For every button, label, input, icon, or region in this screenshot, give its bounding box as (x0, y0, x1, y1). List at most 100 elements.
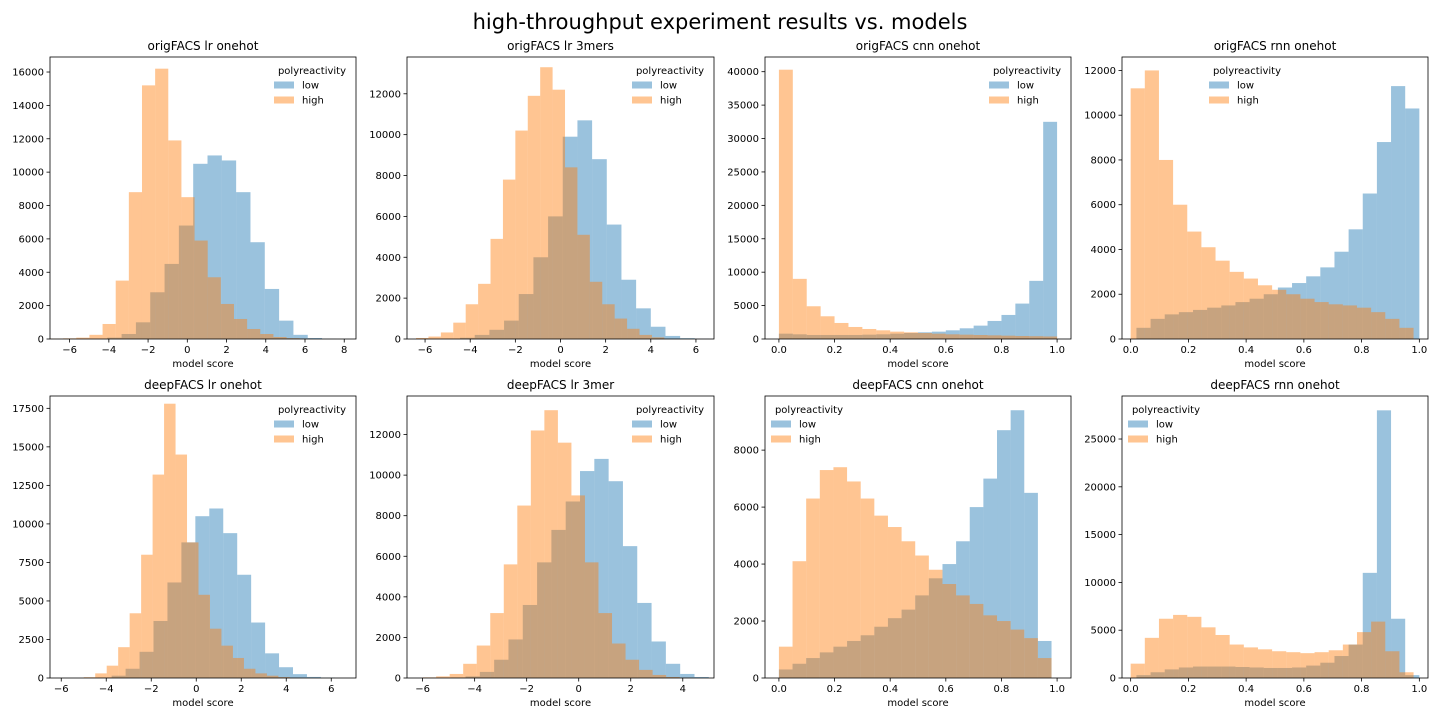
histogram-bar (153, 620, 168, 678)
legend: polyreactivity low high (274, 66, 346, 107)
histogram-bar (1243, 278, 1258, 339)
histogram-bar (1249, 667, 1264, 678)
histogram-bar (465, 676, 480, 678)
histogram-bar (983, 615, 998, 678)
legend-title: polyreactivity (278, 66, 346, 77)
legend-swatch-low (771, 420, 791, 428)
chart-title: origFACS rnn onehot (1214, 39, 1337, 53)
y-tick-label: 15000 (1084, 530, 1116, 541)
y-tick-label: 6000 (1091, 200, 1116, 211)
legend-label-high: high (660, 435, 682, 446)
x-tick-label: 0.0 (1123, 684, 1139, 695)
histogram-bar (76, 337, 90, 339)
histogram-bar (233, 318, 248, 339)
y-tick-label: 12500 (12, 481, 44, 492)
x-tick-label: 0 (576, 684, 582, 695)
histogram-bar (428, 336, 441, 339)
histogram-bar (819, 470, 834, 678)
x-tick-label: 1.0 (1411, 345, 1427, 356)
y-tick-label: 6000 (376, 212, 401, 223)
x-axis-label: model score (887, 359, 948, 370)
x-tick-label: 0.2 (827, 345, 843, 356)
histogram-bar (819, 652, 834, 678)
histogram-bar (833, 646, 848, 678)
x-tick-label: 4 (263, 345, 269, 356)
histogram-bar (1150, 318, 1165, 339)
histogram-bar (503, 564, 518, 678)
chart-title: origFACS cnn onehot (856, 39, 981, 53)
y-tick-label: 7500 (19, 558, 44, 569)
x-tick-label: 0.8 (994, 684, 1010, 695)
histogram-bar (580, 471, 595, 678)
histogram-bar (474, 334, 490, 339)
x-tick-label: 4 (283, 684, 289, 695)
x-tick-label: 0.2 (1180, 684, 1196, 695)
legend-swatch-high (274, 435, 294, 443)
series-low (445, 120, 710, 339)
y-tick-label: 4000 (376, 253, 401, 264)
histogram-bar (453, 322, 466, 339)
histogram-bar (251, 622, 266, 678)
legend-swatch-low (1128, 420, 1148, 428)
y-tick-label: 8000 (1091, 155, 1116, 166)
legend-swatch-low (274, 81, 294, 89)
histogram-bar (1215, 260, 1230, 339)
y-tick-label: 25000 (1084, 435, 1116, 446)
histogram-bar (651, 337, 665, 339)
x-tick-label: 0.6 (938, 684, 954, 695)
histogram-bar (622, 546, 638, 678)
y-tick-label: 10000 (369, 130, 401, 141)
histogram-bar (139, 651, 154, 678)
histogram-bar (1292, 667, 1307, 678)
chart-bars (50, 68, 337, 339)
series-high (778, 467, 1052, 678)
histogram-bar (221, 160, 237, 339)
y-tick-label: 8000 (376, 511, 401, 522)
histogram-bar (915, 555, 929, 678)
histogram-bar (571, 495, 585, 678)
histogram-bar (1277, 667, 1293, 678)
y-tick-label: 5000 (19, 596, 44, 607)
histogram-bar (232, 657, 244, 678)
series-low (107, 155, 337, 339)
histogram-bar (1272, 651, 1287, 678)
chart-panel-8: deepFACS rnn onehot 0.0 0.2 0.4 0.6 0.8 1.0 0 50… (1084, 378, 1429, 709)
histogram-bar (237, 574, 252, 678)
histogram-bar (1362, 193, 1377, 339)
histogram-bar (1029, 280, 1044, 339)
histogram-bar (1376, 142, 1392, 339)
histogram-bar (1144, 637, 1159, 678)
histogram-bar (1405, 108, 1420, 339)
histogram-bar (602, 304, 615, 339)
histogram-bar (887, 527, 902, 678)
histogram-bar (164, 403, 176, 678)
histogram-bar (598, 613, 613, 678)
y-tick-label: 10000 (12, 519, 44, 530)
legend: polyreactivity low high (274, 405, 346, 446)
x-tick-label: −4 (463, 345, 478, 356)
x-tick-label: −2 (519, 684, 534, 695)
histogram-bar (1272, 289, 1287, 339)
histogram-bar (111, 675, 126, 678)
histogram-bar (1391, 86, 1406, 339)
y-tick-label: 4000 (734, 560, 759, 571)
y-tick-label: 8000 (734, 446, 759, 457)
histogram-bar (141, 85, 156, 339)
chart-panel-7: deepFACS cnn onehot 0.0 0.2 0.4 0.6 0.8 1.0 0 20… (734, 378, 1072, 709)
histogram-bar (1257, 649, 1273, 678)
histogram-bar (479, 671, 495, 678)
histogram-bar (834, 322, 849, 339)
histogram-bar (209, 508, 224, 678)
histogram-bar (904, 332, 918, 339)
histogram-bar (945, 334, 960, 339)
histogram-bar (918, 332, 932, 339)
histogram-bar (1376, 410, 1392, 678)
histogram-bar (164, 263, 179, 339)
y-tick-label: 30000 (727, 134, 759, 145)
histogram-bar (198, 594, 210, 678)
histogram-bar (195, 516, 210, 678)
histogram-bar (306, 676, 321, 678)
histogram-bar (1348, 644, 1363, 678)
histogram-bar (608, 481, 623, 678)
histogram-bar (904, 332, 918, 339)
